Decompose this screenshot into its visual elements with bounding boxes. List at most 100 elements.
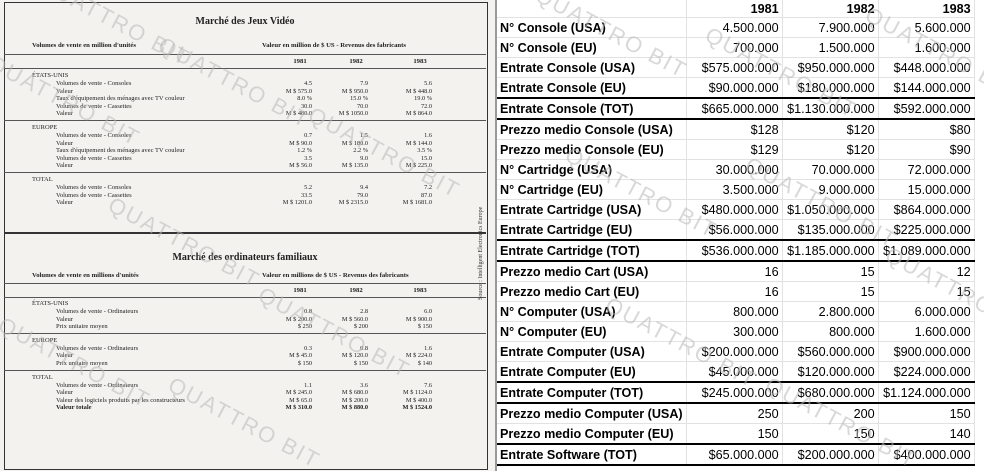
value-cell[interactable]: $950.000.000 — [782, 57, 879, 78]
value-cell[interactable]: $575.000.000 — [686, 57, 783, 78]
row-label-cell[interactable]: Entrate Cartridge (TOT) — [497, 239, 687, 262]
row-label-cell[interactable]: N° Computer (EU) — [497, 321, 687, 342]
row-label-cell[interactable]: Entrate Console (TOT) — [497, 97, 687, 120]
corner-cell[interactable] — [497, 0, 687, 18]
row-label-cell[interactable]: Prezzo medio Console (USA) — [497, 119, 687, 140]
value-cell[interactable]: $225.000.000 — [878, 219, 975, 241]
value-cell[interactable]: $1.185.000.000 — [782, 239, 879, 262]
value-cell[interactable]: 30.000.000 — [686, 159, 783, 180]
value-cell[interactable]: $80 — [878, 119, 975, 140]
value-cell[interactable]: $200.000.000 — [686, 341, 783, 362]
row-label-cell[interactable]: Prezzo medio Cart (USA) — [497, 261, 687, 282]
row-label-cell[interactable]: N° Console (USA) — [497, 17, 687, 38]
value-cell[interactable]: $680.000.000 — [782, 381, 879, 404]
value-cell[interactable]: 1.600.000 — [878, 37, 975, 58]
value-cell[interactable]: $1.124.000.000 — [878, 381, 975, 404]
value-cell[interactable]: $224.000.000 — [878, 361, 975, 383]
value-cell[interactable]: 15 — [782, 281, 879, 302]
row-label-cell[interactable]: N° Cartridge (USA) — [497, 159, 687, 180]
value-cell[interactable]: 2.800.000 — [782, 301, 879, 322]
value-cell[interactable]: $864.000.000 — [878, 199, 975, 220]
value-cell[interactable]: $245.000.000 — [686, 381, 783, 404]
row-label-cell[interactable]: Entrate Computer (USA) — [497, 341, 687, 362]
value-cell[interactable]: 150 — [878, 403, 975, 424]
row-label-cell[interactable]: Entrate Computer (EU) — [497, 361, 687, 383]
sheet-row: N° Cartridge (EU) 3.500.000 9.000.000 15.00… — [497, 179, 975, 200]
value-cell[interactable]: 200 — [782, 403, 879, 424]
value-cell[interactable]: 140 — [878, 423, 975, 445]
value-cell[interactable]: $90.000.000 — [686, 77, 783, 99]
row-label-cell[interactable]: Entrate Cartridge (EU) — [497, 219, 687, 241]
value-cell[interactable]: 3.500.000 — [686, 179, 783, 200]
value-cell[interactable]: 16 — [686, 281, 783, 302]
value-cell[interactable]: 1.600.000 — [878, 321, 975, 342]
year-cell[interactable]: 1983 — [878, 0, 975, 18]
sheet-row: Entrate Cartridge (EU) $56.000.000 $135.00… — [497, 219, 975, 241]
row-label-cell[interactable]: Prezzo medio Computer (EU) — [497, 423, 687, 445]
value-cell[interactable]: $56.000.000 — [686, 219, 783, 241]
value-cell[interactable]: $129 — [686, 139, 783, 160]
sheet-row: Prezzo medio Cart (EU) 16 15 15 — [497, 281, 975, 302]
value-cell[interactable]: 72.000.000 — [878, 159, 975, 180]
row-label-cell[interactable]: Entrate Cartridge (USA) — [497, 199, 687, 220]
value-cell[interactable]: 16 — [686, 261, 783, 282]
row-label: Volumes de vente - Ordinateurs — [56, 381, 139, 389]
value-cell[interactable]: 250 — [686, 403, 783, 424]
value-cell[interactable]: 300.000 — [686, 321, 783, 342]
value-cell[interactable]: $144.000.000 — [878, 77, 975, 99]
value-cell[interactable]: 800.000 — [686, 301, 783, 322]
value-cell[interactable]: 12 — [878, 261, 975, 282]
value-cell[interactable]: 7.900.000 — [782, 17, 879, 38]
value-cell[interactable]: $560.000.000 — [782, 341, 879, 362]
value-cell[interactable]: $448.000.000 — [878, 57, 975, 78]
value-cell[interactable]: 800.000 — [782, 321, 879, 342]
value-cell[interactable]: $1.089.000.000 — [878, 239, 975, 262]
value-cell[interactable]: 70.000.000 — [782, 159, 879, 180]
value-cell[interactable]: $400.000.000 — [878, 443, 975, 466]
row-label-cell[interactable]: Prezzo medio Computer (USA) — [497, 403, 687, 424]
value-cell[interactable]: $1.130.000.000 — [782, 97, 879, 120]
value-cell[interactable]: $180.000.000 — [782, 77, 879, 99]
row-label-cell[interactable]: Prezzo medio Console (EU) — [497, 139, 687, 160]
value-cell[interactable]: $200.000.000 — [782, 443, 879, 466]
year-header: 1983 — [413, 58, 427, 65]
value-cell[interactable]: $45.000.000 — [686, 361, 783, 383]
value-cell[interactable]: $592.000.000 — [878, 97, 975, 120]
value-cell[interactable]: 15.000.000 — [878, 179, 975, 200]
year-cell[interactable]: 1982 — [782, 0, 879, 18]
row-label-cell[interactable]: N° Cartridge (EU) — [497, 179, 687, 200]
value-cell[interactable]: $120 — [782, 119, 879, 140]
value-cell[interactable]: $536.000.000 — [686, 239, 783, 262]
value-cell[interactable]: 15 — [782, 261, 879, 282]
value-cell[interactable]: 6.000.000 — [878, 301, 975, 322]
row-label-cell[interactable]: Entrate Console (USA) — [497, 57, 687, 78]
value-cell: 5.2 — [304, 184, 312, 191]
value-cell[interactable]: $65.000.000 — [686, 443, 783, 466]
value-cell[interactable]: 1.500.000 — [782, 37, 879, 58]
row-label-cell[interactable]: N° Console (EU) — [497, 37, 687, 58]
value-cell[interactable]: 15 — [878, 281, 975, 302]
row-label-cell[interactable]: Entrate Software (TOT) — [497, 443, 687, 466]
value-cell[interactable]: 4.500.000 — [686, 17, 783, 38]
value-cell[interactable]: 700.000 — [686, 37, 783, 58]
value-cell[interactable]: $1.050.000.000 — [782, 199, 879, 220]
value-cell[interactable]: 150 — [782, 423, 879, 445]
value-cell[interactable]: $900.000.000 — [878, 341, 975, 362]
value-cell[interactable]: $120.000.000 — [782, 361, 879, 383]
value-cell[interactable]: $665.000.000 — [686, 97, 783, 120]
value-cell[interactable]: $90 — [878, 139, 975, 160]
row-label-cell[interactable]: Prezzo medio Cart (EU) — [497, 281, 687, 302]
value-cell: M $ 448.0 — [405, 87, 432, 95]
year-cell[interactable]: 1981 — [686, 0, 783, 18]
row-label-cell[interactable]: Entrate Console (EU) — [497, 77, 687, 99]
value-cell[interactable]: $120 — [782, 139, 879, 160]
value-cell[interactable]: 9.000.000 — [782, 179, 879, 200]
row-label-cell[interactable]: Entrate Computer (TOT) — [497, 381, 687, 404]
value-cell[interactable]: 5.600.000 — [878, 17, 975, 38]
value-cell[interactable]: $135.000.000 — [782, 219, 879, 241]
value-cell[interactable]: $128 — [686, 119, 783, 140]
value-cell[interactable]: 150 — [686, 423, 783, 445]
row-label-cell[interactable]: N° Computer (USA) — [497, 301, 687, 322]
value-cell: 70.0 — [356, 102, 368, 110]
value-cell[interactable]: $480.000.000 — [686, 199, 783, 220]
